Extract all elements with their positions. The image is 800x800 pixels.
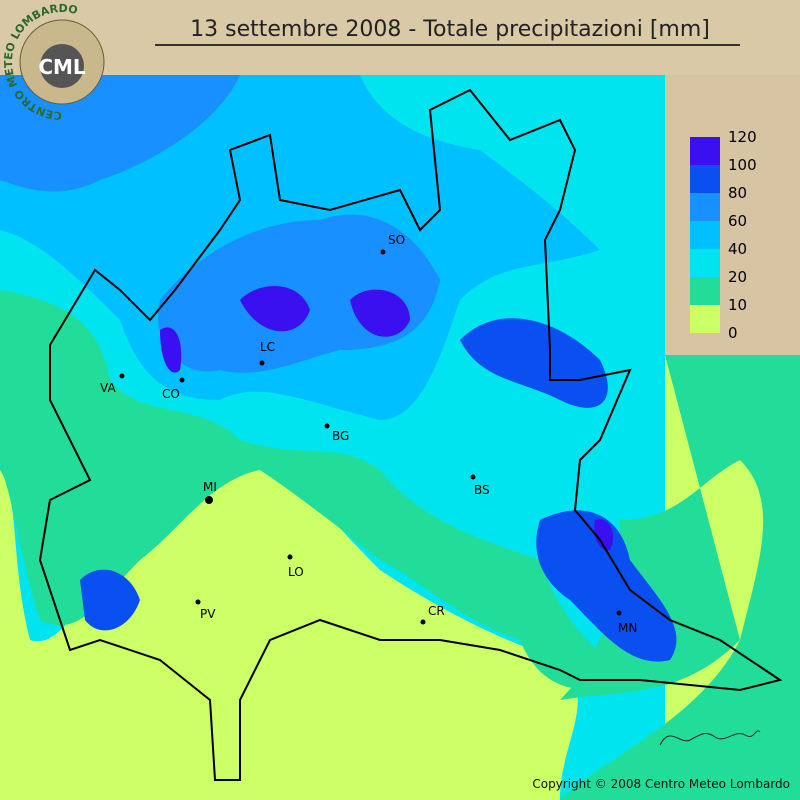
legend-label: 100 — [728, 156, 757, 174]
title: 13 settembre 2008 - Totale precipitazion… — [190, 17, 710, 42]
cities: SO VA CO LC BG MI BS LO PV CR MN — [100, 233, 637, 635]
legend-swatch — [690, 305, 720, 333]
legend-label: 0 — [728, 324, 738, 342]
legend-label: 10 — [728, 296, 747, 314]
legend-label: 60 — [728, 212, 747, 230]
city-dot — [287, 554, 293, 560]
copyright: Copyright © 2008 Centro Meteo Lombardo — [532, 777, 790, 791]
header-band — [0, 0, 800, 75]
legend-swatch — [690, 277, 720, 305]
legend-swatch — [690, 249, 720, 277]
signature — [659, 730, 761, 746]
city-dot — [259, 360, 265, 366]
legend-label: 120 — [728, 128, 757, 146]
city-label: VA — [100, 381, 116, 395]
legend-label: 40 — [728, 240, 747, 258]
city-dot — [179, 377, 185, 383]
city-label: SO — [388, 233, 405, 247]
legend-panel — [665, 75, 800, 355]
city-dot — [616, 610, 622, 616]
legend-label: 80 — [728, 184, 747, 202]
city-label: LO — [288, 565, 304, 579]
city-label: CR — [428, 604, 445, 618]
city-label: MI — [203, 480, 217, 494]
legend-swatch — [690, 137, 720, 165]
city-label: PV — [200, 607, 216, 621]
city-label: BS — [474, 483, 490, 497]
legend-swatch — [690, 221, 720, 249]
city-label: CO — [162, 387, 180, 401]
logo-center — [40, 44, 84, 88]
city-dot — [205, 496, 213, 504]
precipitation-field — [0, 75, 800, 800]
city-label: LC — [260, 340, 275, 354]
city-dot — [195, 599, 201, 605]
legend-swatch — [690, 165, 720, 193]
city-dot — [324, 423, 330, 429]
city-label: BG — [332, 429, 349, 443]
city-dot — [119, 373, 125, 379]
city-label: MN — [618, 621, 637, 635]
logo-text: CML — [38, 55, 86, 79]
legend-label: 20 — [728, 268, 747, 286]
city-dot — [470, 474, 476, 480]
city-dot — [420, 619, 426, 625]
legend-swatch — [690, 193, 720, 221]
city-dot — [380, 249, 386, 255]
region-border — [38, 88, 783, 781]
